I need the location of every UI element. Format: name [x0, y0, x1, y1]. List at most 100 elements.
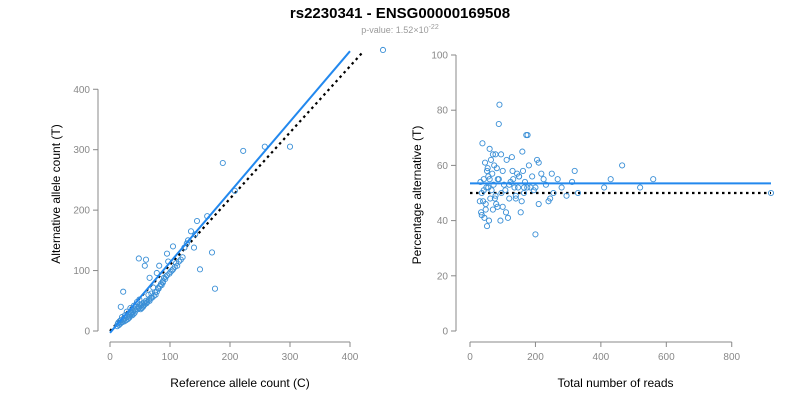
data-point	[379, 46, 387, 54]
data-point	[542, 181, 549, 188]
data-point	[485, 184, 492, 191]
data-point	[208, 249, 216, 256]
data-point	[767, 189, 775, 197]
data-point	[550, 189, 557, 197]
y-tick-label: 0	[442, 327, 448, 338]
data-point	[485, 173, 492, 180]
x-tick-label: 600	[658, 352, 675, 363]
y-tick-label: 80	[437, 106, 449, 117]
p-value-subtitle: p-value: 1.52×10-22	[0, 24, 800, 35]
y-tick-label: 60	[437, 161, 449, 172]
data-point	[521, 178, 529, 186]
data-point	[563, 192, 570, 199]
data-point	[519, 167, 527, 174]
data-point	[187, 228, 195, 235]
data-point	[509, 167, 516, 174]
data-point	[619, 162, 626, 169]
data-point	[482, 206, 489, 213]
data-point	[480, 187, 487, 194]
data-point	[496, 101, 503, 108]
data-point	[145, 291, 152, 298]
data-point	[477, 178, 484, 186]
data-point	[494, 203, 501, 210]
data-point	[569, 178, 576, 186]
data-point	[601, 184, 608, 191]
data-point	[211, 285, 219, 292]
data-point	[495, 120, 502, 128]
data-point	[480, 176, 487, 183]
x-tick-label: 0	[107, 352, 113, 363]
data-point	[190, 244, 198, 251]
data-point	[148, 290, 155, 297]
data-point	[153, 269, 160, 277]
data-point	[545, 198, 552, 205]
y-tick-label: 40	[437, 216, 449, 227]
reference-line	[109, 52, 363, 332]
y-tick-label: 0	[84, 327, 90, 338]
data-point	[525, 162, 532, 169]
data-point	[483, 223, 491, 230]
data-point	[538, 170, 545, 177]
data-point	[517, 209, 524, 216]
scatter-allele-counts: 0 100 200 300 400 0 100 200 300 400 Reference alle…	[49, 46, 387, 390]
data-point	[506, 195, 513, 202]
data-point	[489, 151, 496, 158]
data-point	[484, 165, 491, 172]
data-point	[159, 279, 166, 286]
data-point	[512, 195, 519, 202]
data-point	[480, 198, 487, 205]
data-point	[520, 184, 528, 191]
p-value-text: p-value: 1.52×10	[361, 25, 429, 35]
data-point	[487, 156, 494, 163]
data-point	[607, 176, 614, 183]
data-point	[554, 176, 561, 183]
data-point	[193, 217, 201, 225]
data-point	[196, 266, 204, 273]
y-tick-label: 400	[73, 85, 90, 96]
data-point	[512, 192, 519, 199]
data-point	[142, 256, 150, 263]
data-point	[534, 156, 541, 163]
x-tick-label: 800	[723, 352, 740, 363]
data-point	[498, 189, 505, 197]
data-point	[117, 303, 124, 310]
data-point	[135, 255, 142, 262]
data-point	[519, 148, 526, 155]
data-point	[502, 209, 510, 216]
data-point	[529, 173, 536, 180]
data-point	[114, 320, 121, 327]
data-point	[515, 184, 522, 191]
data-point	[540, 176, 547, 183]
data-point	[142, 297, 150, 304]
data-point	[156, 262, 163, 269]
data-point	[169, 243, 177, 250]
data-point	[491, 162, 498, 169]
y-tick-label: 100	[431, 51, 448, 62]
data-point	[492, 192, 499, 199]
x-tick-label: 300	[282, 352, 299, 363]
data-point	[502, 187, 509, 194]
x-tick-label: 100	[162, 352, 179, 363]
data-point	[286, 143, 294, 150]
data-point	[177, 256, 184, 263]
data-point	[498, 151, 505, 158]
x-tick-label: 400	[593, 352, 610, 363]
data-point	[532, 184, 539, 191]
data-point	[503, 156, 510, 163]
y-tick-label: 100	[73, 266, 90, 277]
scatter-percentage-vs-reads: 0 200 400 600 800 0 20 40 60 80 100 Total number of…	[410, 51, 775, 390]
data-point	[120, 288, 127, 295]
data-point	[499, 167, 506, 174]
data-point	[184, 237, 192, 244]
data-point	[495, 176, 502, 183]
data-point	[141, 262, 148, 269]
y-tick-label: 300	[73, 145, 90, 156]
x-tick-label: 0	[467, 352, 473, 363]
data-point	[481, 159, 489, 166]
y-axis-title: Alternative allele count (T)	[49, 124, 63, 263]
data-point	[172, 260, 180, 267]
data-point	[490, 181, 497, 188]
data-point	[240, 147, 247, 154]
data-point	[535, 200, 542, 208]
